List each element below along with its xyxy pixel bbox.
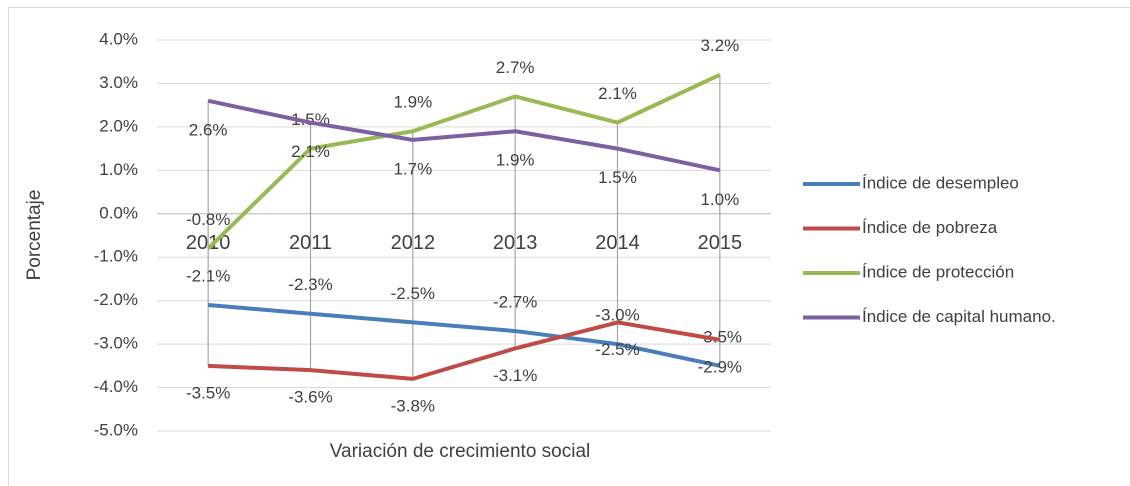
legend-label: Índice de capital humano. bbox=[862, 307, 1056, 326]
data-label: 1.9% bbox=[393, 93, 432, 112]
chart-border bbox=[8, 7, 1130, 486]
data-label: -3.1% bbox=[493, 366, 537, 385]
data-label: 2.1% bbox=[291, 142, 330, 161]
x-tick-label: 2012 bbox=[391, 232, 436, 254]
series-line bbox=[208, 320, 721, 381]
legend-label: Índice de pobreza bbox=[862, 218, 998, 237]
data-label: -2.7% bbox=[493, 293, 537, 312]
series-line bbox=[207, 98, 721, 173]
legend-label: Índice de protección bbox=[862, 262, 1014, 281]
data-label: -2.5% bbox=[595, 340, 639, 359]
y-tick-label: -4.0% bbox=[94, 377, 138, 396]
y-tick-label: 2.0% bbox=[99, 116, 138, 135]
x-tick-label: 2013 bbox=[493, 232, 538, 254]
data-label: -3.0% bbox=[595, 306, 639, 325]
legend-label: Índice de desempleo bbox=[862, 173, 1019, 192]
y-tick-label: -1.0% bbox=[94, 247, 138, 266]
y-tick-label: 3.0% bbox=[99, 73, 138, 92]
data-label: 2.7% bbox=[496, 58, 535, 77]
data-label: -2.5% bbox=[391, 284, 435, 303]
y-tick-label: -3.0% bbox=[94, 334, 138, 353]
series-line bbox=[206, 72, 721, 250]
data-label: -2.1% bbox=[186, 266, 230, 285]
data-label: -3.6% bbox=[288, 388, 332, 407]
x-tick-label: 2015 bbox=[698, 232, 743, 254]
data-label: -3.8% bbox=[391, 396, 435, 415]
data-label: 1.0% bbox=[700, 190, 739, 209]
data-label: 1.5% bbox=[598, 168, 637, 187]
data-label: -0.8% bbox=[186, 210, 230, 229]
x-axis-title: Variación de crecimiento social bbox=[330, 441, 591, 462]
y-axis-title: Porcentaje bbox=[24, 190, 45, 281]
data-label: -2.3% bbox=[288, 275, 332, 294]
data-label: -3.5% bbox=[698, 327, 742, 346]
x-tick-label: 2011 bbox=[289, 232, 332, 254]
y-tick-label: 4.0% bbox=[99, 29, 138, 48]
y-tick-label: 1.0% bbox=[99, 160, 138, 179]
data-label: -3.5% bbox=[186, 383, 230, 402]
y-tick-label: 0.0% bbox=[99, 203, 138, 222]
data-label: -2.9% bbox=[698, 357, 742, 376]
series-line bbox=[207, 303, 721, 368]
y-tick-label: -2.0% bbox=[94, 290, 138, 309]
x-tick-label: 2014 bbox=[595, 232, 640, 254]
data-label: 2.6% bbox=[189, 120, 228, 139]
data-label: 2.1% bbox=[598, 84, 637, 103]
data-label: 3.2% bbox=[700, 36, 739, 55]
data-label: 1.9% bbox=[496, 151, 535, 170]
y-tick-label: -5.0% bbox=[94, 420, 138, 439]
data-label: 1.7% bbox=[393, 159, 432, 178]
